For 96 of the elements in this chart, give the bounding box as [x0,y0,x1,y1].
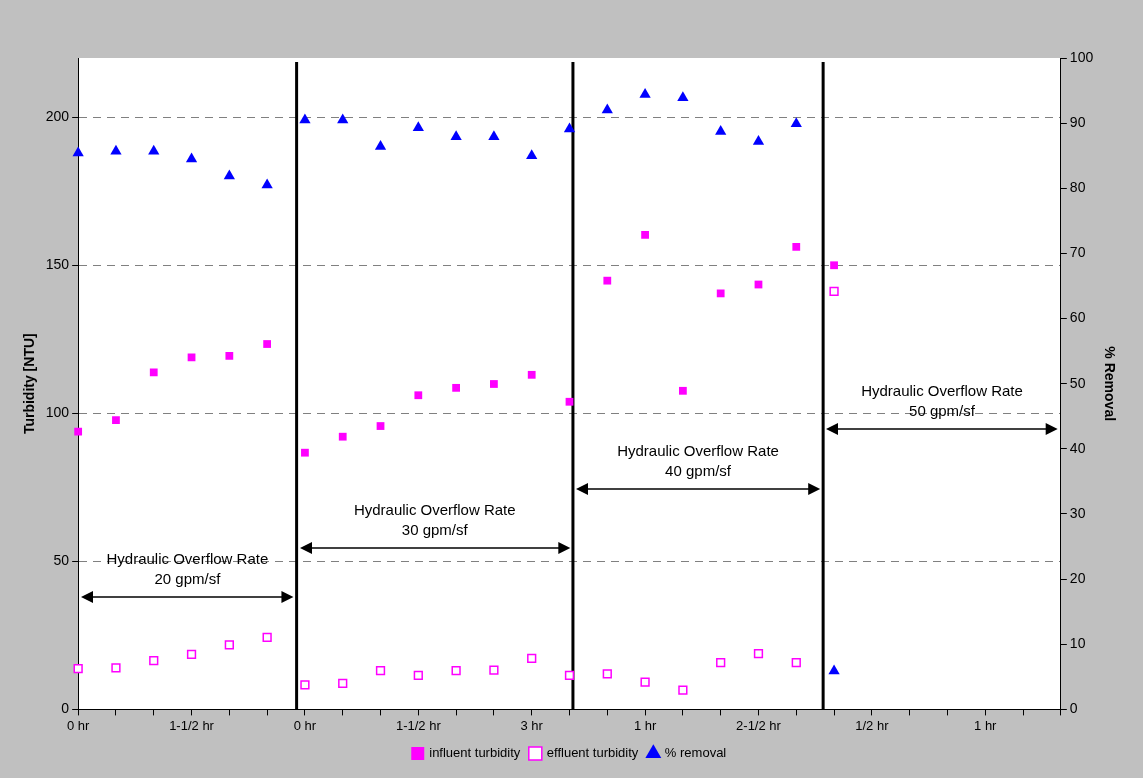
point [828,664,840,675]
point [375,665,386,676]
point [413,670,423,680]
point [111,663,121,673]
point [602,669,612,679]
x-tick-label: 0 hr [293,717,317,733]
point [149,655,159,666]
point [262,632,272,643]
x-tick-label: 1 hr [974,717,998,733]
y-tick-label: 50 [53,552,70,569]
point [73,663,83,674]
point [830,261,838,270]
point [639,87,651,98]
point [563,122,576,133]
y2-tick-label: 30 [1069,504,1086,521]
point [451,665,461,676]
y2-tick-label: 60 [1069,309,1086,326]
legend-label: % removal [664,745,727,761]
point [716,657,726,668]
y-tick-label: 200 [45,108,70,125]
point [223,169,235,180]
point [490,380,498,388]
point [74,427,83,436]
point [792,243,801,251]
legend-label: influent turbidity [429,745,521,761]
x-tick-label: 2-1/2 hr [736,717,782,733]
point [679,386,687,395]
point [527,653,537,664]
point [564,670,575,680]
annotation: Hydraulic Overflow Rate 20 gpm/sf [106,548,269,589]
point [603,276,612,285]
x-tick-label: 1-1/2 hr [169,717,215,733]
point [301,448,309,457]
x-tick-label: 1/2 hr [855,717,890,733]
point [565,397,574,406]
point [186,649,197,659]
point [716,289,725,298]
y2-tick-label: 0 [1069,700,1078,717]
y2-tick-label: 100 [1069,48,1094,65]
y2-tick-label: 70 [1069,244,1086,261]
point [601,103,613,114]
y2-tick-label: 50 [1069,374,1086,391]
y2-tick-label: 90 [1069,114,1086,130]
point [829,286,839,296]
point [414,391,423,400]
point [412,121,424,131]
point [640,677,650,687]
annotation: Hydraulic Overflow Rate 50 gpm/sf [861,381,1023,422]
point [677,91,689,101]
y2-tick-label: 80 [1069,179,1086,196]
x-tick-label: 1-1/2 hr [395,717,442,733]
x-tick-label: 1 hr [633,717,657,733]
legend-label: effluent turbidity [546,745,639,761]
point [185,152,198,163]
point [338,678,348,688]
y-axis-title: Turbidity [NTU] [21,333,38,435]
point [225,351,234,360]
point [489,665,499,675]
point [752,134,765,145]
point [753,649,764,659]
point [187,353,196,362]
y2-tick-label: 10 [1069,635,1086,652]
point [148,144,160,155]
point [149,368,158,377]
point [526,149,538,159]
point [224,640,234,650]
x-tick-label: 0 hr [66,717,91,733]
point [678,685,688,695]
y-tick-label: 0 [61,700,70,717]
point [337,113,349,124]
point [791,657,801,668]
point [110,144,122,155]
point [376,422,385,430]
point [338,432,347,441]
x-tick-label: 3 hr [520,717,544,733]
y2-axis-title: % Removal [1101,346,1118,422]
annotation: Hydraulic Overflow Rate 30 gpm/sf [353,499,516,540]
point [790,117,802,128]
point [112,416,120,425]
point [299,113,311,124]
point [452,383,460,392]
point [72,146,84,157]
y2-tick-label: 20 [1069,569,1086,586]
point [263,340,272,348]
point [527,370,536,379]
point [715,125,727,135]
y-tick-label: 150 [45,256,70,273]
point [374,140,387,150]
point [300,680,310,690]
point [261,178,273,189]
y2-tick-label: 40 [1069,439,1086,456]
point [641,230,649,239]
point [450,130,462,141]
point [488,130,500,141]
y-tick-label: 100 [45,404,70,421]
annotation: Hydraulic Overflow Rate 40 gpm/sf [617,440,779,481]
